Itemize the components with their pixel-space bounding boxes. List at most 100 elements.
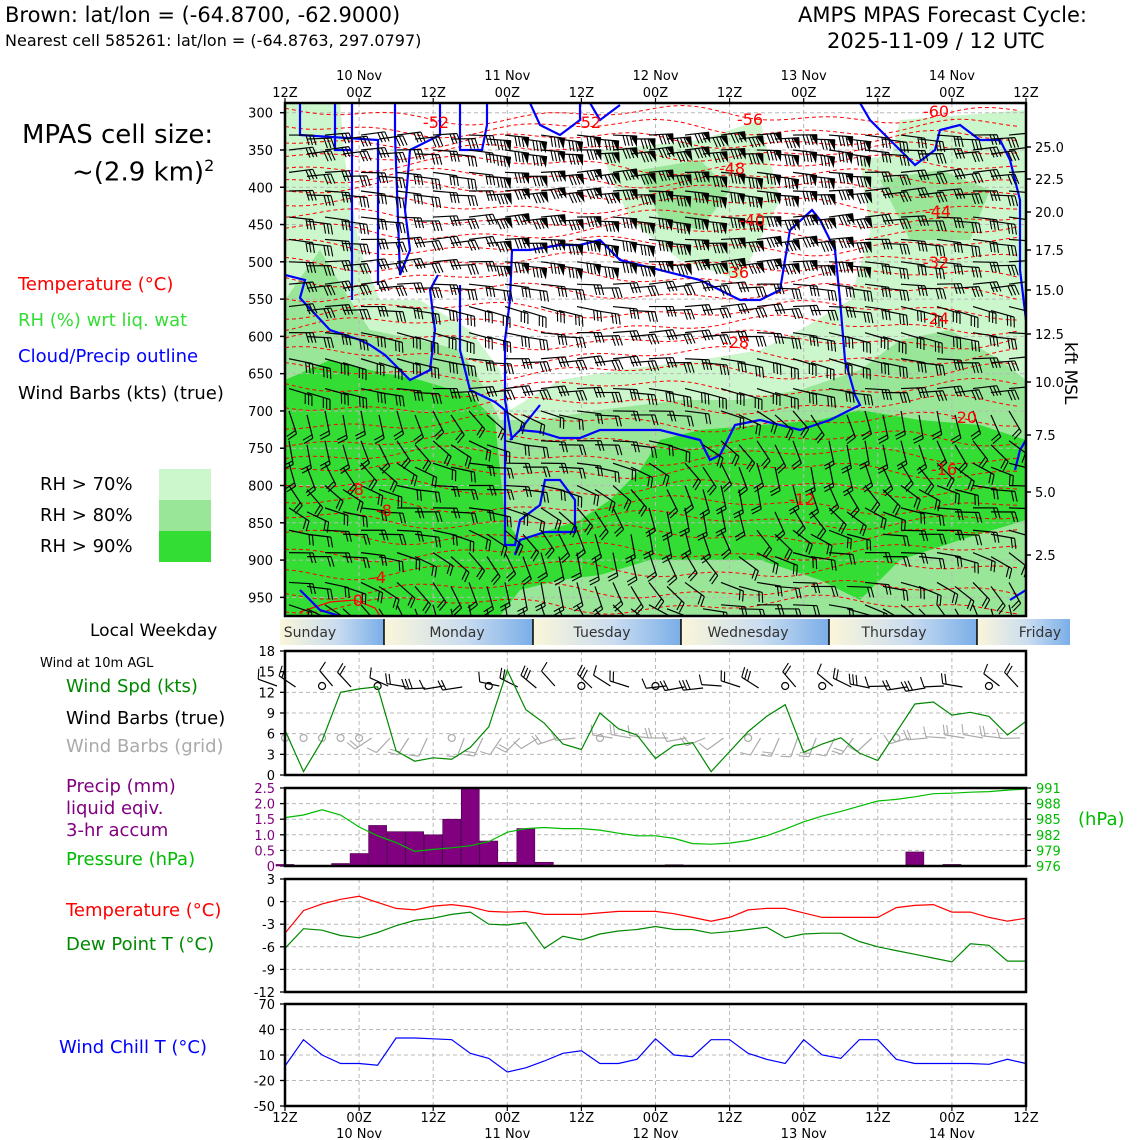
barb-staff	[882, 174, 907, 177]
barb-line	[676, 137, 682, 149]
barb-line	[1029, 387, 1033, 397]
barb-line	[362, 557, 367, 569]
barb-line	[773, 216, 778, 227]
barb-staff	[900, 387, 926, 390]
barb-line	[884, 188, 891, 199]
barb-staff	[450, 194, 476, 197]
barb-flag	[576, 219, 584, 231]
barb-line	[683, 223, 686, 234]
barb-line	[982, 725, 986, 737]
barb-line	[647, 138, 652, 150]
barb-staff	[468, 332, 493, 340]
barb-staff	[522, 414, 545, 426]
barb-line	[301, 467, 312, 474]
barb-line	[380, 495, 384, 507]
barb-line	[546, 389, 552, 400]
barb-staff	[954, 242, 979, 248]
barb-line	[456, 192, 460, 204]
barb-flag	[666, 146, 675, 158]
barb-line	[488, 135, 493, 146]
barb-line	[809, 191, 814, 202]
barb-staff	[342, 466, 357, 488]
barb-staff	[954, 466, 975, 482]
barb-line	[1010, 174, 1016, 185]
barb-staff	[792, 552, 817, 560]
barb-staff	[396, 190, 421, 195]
barb-staff	[684, 507, 690, 532]
barb-staff	[432, 484, 457, 488]
barb-staff	[324, 462, 337, 485]
barb-line	[989, 218, 993, 230]
barb-staff	[396, 387, 421, 392]
barb-line	[895, 434, 906, 440]
barb-staff	[774, 511, 786, 535]
barb-staff	[594, 556, 600, 581]
barb-staff	[900, 134, 925, 139]
barb-line	[989, 241, 993, 253]
barb-line	[881, 308, 884, 320]
barb-line	[326, 556, 332, 567]
barb-staff	[258, 678, 278, 687]
barb-line	[812, 605, 817, 616]
barb-staff	[720, 581, 744, 592]
barb-line	[1007, 245, 1011, 256]
barb-line	[798, 308, 804, 319]
barb-line	[589, 240, 593, 252]
barb-line	[604, 153, 610, 164]
barb-line	[760, 754, 772, 757]
barb-flag	[666, 191, 674, 203]
barb-line	[697, 239, 702, 251]
barb-flag	[540, 141, 548, 154]
barb-line	[499, 667, 503, 679]
panel-tick-label: 1.0	[254, 829, 275, 844]
barb-line	[816, 663, 822, 674]
barb-line	[863, 218, 869, 229]
barb-staff	[846, 362, 871, 370]
barb-flag	[720, 242, 728, 255]
barb-line	[848, 337, 851, 348]
barb-line	[960, 188, 966, 199]
barb-line	[474, 391, 479, 402]
barb-staff	[756, 410, 778, 425]
barb-line	[923, 312, 926, 323]
barb-line	[679, 222, 683, 234]
barb-line	[903, 729, 908, 740]
barb-staff	[684, 462, 702, 482]
barb-line	[938, 192, 945, 203]
dewpoint-line	[284, 911, 1026, 963]
barb-staff	[324, 132, 349, 136]
barb-staff	[486, 586, 495, 610]
bottom-date-label: 11 Nov	[484, 1127, 530, 1140]
barb-staff	[324, 259, 349, 263]
barb-line	[654, 285, 660, 296]
top-date-label: 13 Nov	[781, 69, 827, 84]
barb-line	[485, 135, 490, 146]
top-time-label: 12Z	[1013, 86, 1039, 101]
barb-line	[359, 243, 364, 255]
barb-line	[906, 556, 911, 567]
barb-line	[672, 329, 678, 340]
barb-line	[398, 341, 400, 353]
barb-line	[510, 291, 513, 302]
barb-staff	[1008, 410, 1022, 432]
barb-line	[989, 147, 995, 158]
barb-staff	[972, 216, 997, 221]
barb-line	[1023, 570, 1026, 578]
barb-line	[474, 156, 478, 167]
barb-line	[420, 174, 424, 186]
barb-line	[618, 314, 621, 325]
barb-flag	[756, 262, 765, 274]
barb-line	[308, 262, 313, 273]
barb-line	[859, 523, 865, 535]
barb-staff	[774, 336, 799, 340]
barb-line	[683, 196, 687, 207]
barb-line	[906, 268, 909, 280]
barb-staff	[889, 737, 910, 745]
barb-line	[380, 392, 383, 404]
barb-line	[623, 498, 629, 509]
pressure-tick-label: 400	[248, 181, 273, 196]
barb-line	[661, 170, 667, 181]
barb-staff	[828, 283, 853, 288]
barb-staff	[846, 391, 871, 396]
barb-line	[420, 508, 425, 519]
